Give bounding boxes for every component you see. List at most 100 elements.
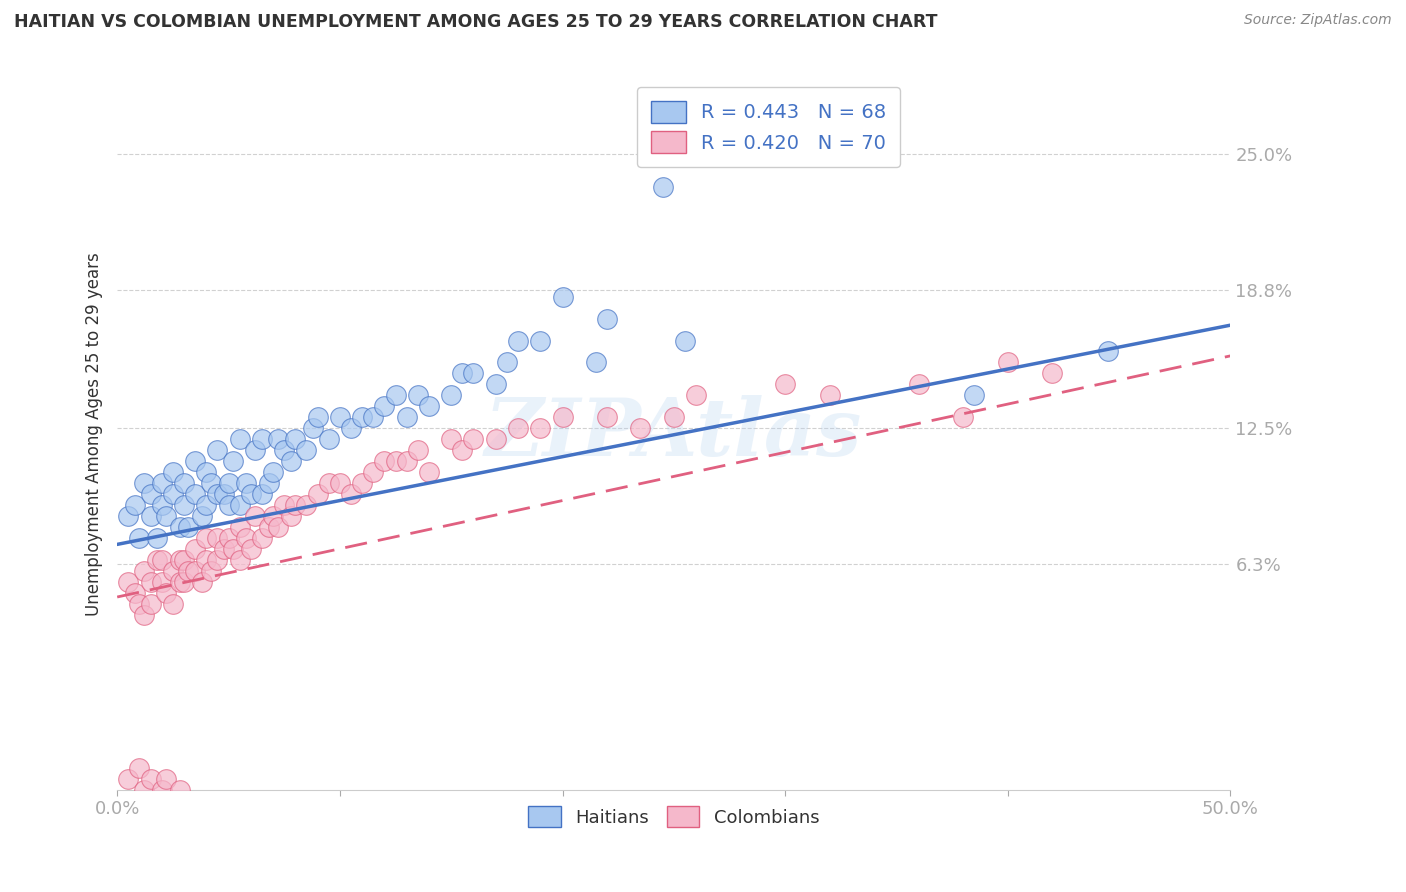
- Point: [485, 432, 508, 446]
- Point: [245, 443, 267, 458]
- Point: [150, 574, 173, 589]
- Point: [207, 805, 229, 819]
- Point: [551, 290, 574, 304]
- Point: [162, 805, 184, 819]
- Y-axis label: Unemployment Among Ages 25 to 29 years: Unemployment Among Ages 25 to 29 years: [86, 252, 103, 615]
- Point: [222, 805, 245, 819]
- Point: [418, 465, 440, 479]
- Point: [262, 465, 284, 479]
- Point: [212, 815, 235, 830]
- Point: [218, 827, 240, 841]
- Point: [169, 783, 191, 797]
- Point: [257, 520, 280, 534]
- Point: [495, 355, 517, 369]
- Point: [222, 454, 245, 468]
- Point: [596, 311, 619, 326]
- Point: [384, 388, 406, 402]
- Text: HAITIAN VS COLOMBIAN UNEMPLOYMENT AMONG AGES 25 TO 29 YEARS CORRELATION CHART: HAITIAN VS COLOMBIAN UNEMPLOYMENT AMONG …: [14, 13, 938, 31]
- Point: [132, 607, 155, 622]
- Point: [173, 805, 195, 819]
- Point: [128, 761, 150, 775]
- Point: [262, 827, 284, 841]
- Point: [307, 827, 329, 841]
- Point: [195, 498, 218, 512]
- Point: [235, 531, 257, 545]
- Point: [352, 410, 374, 425]
- Point: [257, 475, 280, 490]
- Point: [184, 487, 207, 501]
- Point: [155, 585, 177, 599]
- Point: [207, 443, 229, 458]
- Point: [373, 827, 395, 841]
- Point: [266, 520, 288, 534]
- Point: [239, 541, 262, 556]
- Point: [773, 377, 796, 392]
- Point: [250, 815, 273, 830]
- Point: [295, 498, 318, 512]
- Point: [195, 465, 218, 479]
- Point: [200, 475, 222, 490]
- Point: [207, 553, 229, 567]
- Point: [124, 585, 146, 599]
- Point: [506, 334, 529, 348]
- Point: [173, 553, 195, 567]
- Point: [373, 399, 395, 413]
- Point: [662, 410, 685, 425]
- Point: [340, 487, 363, 501]
- Point: [361, 410, 384, 425]
- Point: [184, 541, 207, 556]
- Point: [177, 794, 200, 808]
- Point: [200, 564, 222, 578]
- Point: [418, 399, 440, 413]
- Point: [451, 367, 474, 381]
- Point: [162, 487, 184, 501]
- Point: [117, 772, 139, 786]
- Point: [173, 475, 195, 490]
- Point: [235, 475, 257, 490]
- Point: [139, 772, 162, 786]
- Point: [529, 334, 551, 348]
- Point: [440, 432, 463, 446]
- Point: [295, 443, 318, 458]
- Point: [340, 421, 363, 435]
- Point: [685, 388, 707, 402]
- Point: [529, 421, 551, 435]
- Point: [1040, 367, 1063, 381]
- Point: [284, 432, 307, 446]
- Point: [191, 508, 214, 523]
- Point: [280, 508, 302, 523]
- Point: [250, 487, 273, 501]
- Point: [266, 432, 288, 446]
- Text: ZIPAtlas: ZIPAtlas: [485, 395, 862, 473]
- Point: [207, 487, 229, 501]
- Point: [506, 421, 529, 435]
- Point: [132, 564, 155, 578]
- Point: [222, 541, 245, 556]
- Point: [485, 377, 508, 392]
- Point: [169, 520, 191, 534]
- Point: [146, 794, 169, 808]
- Point: [195, 531, 218, 545]
- Point: [907, 377, 929, 392]
- Point: [128, 531, 150, 545]
- Point: [177, 520, 200, 534]
- Point: [162, 465, 184, 479]
- Point: [155, 772, 177, 786]
- Point: [218, 475, 240, 490]
- Point: [361, 465, 384, 479]
- Point: [212, 541, 235, 556]
- Point: [146, 553, 169, 567]
- Point: [596, 410, 619, 425]
- Point: [200, 794, 222, 808]
- Point: [195, 815, 218, 830]
- Point: [150, 553, 173, 567]
- Point: [207, 531, 229, 545]
- Point: [124, 794, 146, 808]
- Point: [1097, 344, 1119, 359]
- Point: [406, 388, 429, 402]
- Point: [191, 805, 214, 819]
- Point: [218, 498, 240, 512]
- Point: [280, 454, 302, 468]
- Point: [117, 508, 139, 523]
- Point: [184, 454, 207, 468]
